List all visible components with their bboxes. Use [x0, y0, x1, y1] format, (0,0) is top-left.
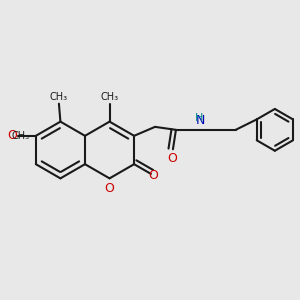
Text: CH₃: CH₃ [50, 92, 68, 102]
Text: O: O [105, 182, 115, 195]
Text: CH₃: CH₃ [11, 130, 29, 140]
Text: O: O [7, 129, 17, 142]
Text: H: H [195, 113, 203, 123]
Text: CH₃: CH₃ [100, 92, 118, 102]
Text: O: O [148, 169, 158, 182]
Text: N: N [196, 115, 206, 128]
Text: O: O [167, 152, 177, 165]
